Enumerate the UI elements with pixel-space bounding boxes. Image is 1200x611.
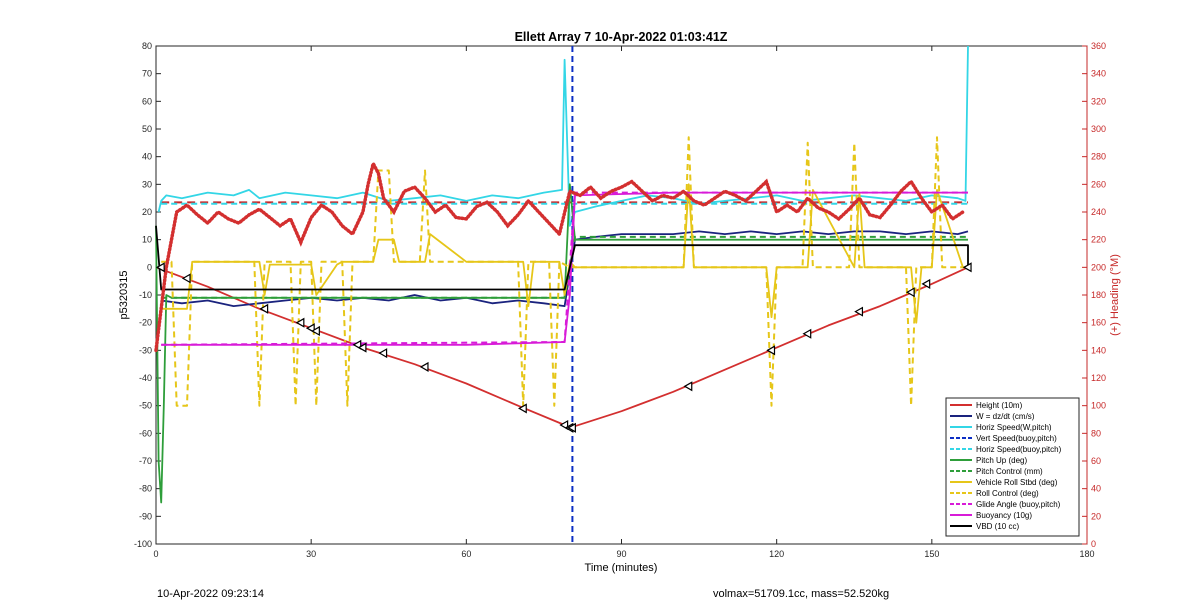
x-tick-label: 90: [616, 549, 626, 559]
y2-tick-label: 360: [1091, 41, 1106, 51]
series-heading: [154, 158, 965, 353]
height-marker: [854, 306, 864, 317]
y2-tick-label: 340: [1091, 69, 1106, 79]
plot-area: [155, 45, 1088, 545]
y-tick-label: 20: [142, 207, 152, 217]
y-tick-label: 40: [142, 152, 152, 162]
legend-label: VBD (10 cc): [976, 522, 1019, 531]
legend-label: Vert Speed(buoy,pitch): [976, 434, 1057, 443]
series-glide-angle-buoy-pitch: [161, 191, 968, 346]
legend-label: Horiz Speed(buoy,pitch): [976, 445, 1062, 454]
y-tick-label: -100: [134, 539, 152, 549]
legend-label: Roll Control (deg): [976, 489, 1039, 498]
height-marker: [802, 328, 812, 339]
y-tick-label: -70: [139, 456, 152, 466]
y2-tick-label: 120: [1091, 373, 1106, 383]
height-marker: [683, 381, 693, 392]
markers-group: [155, 262, 972, 433]
height-marker: [559, 419, 569, 431]
y-tick-label: -50: [139, 401, 152, 411]
height-marker: [352, 339, 362, 350]
legend-label: Pitch Up (deg): [976, 456, 1027, 465]
y2-tick-label: 140: [1091, 345, 1106, 355]
y2-tick-label: 240: [1091, 207, 1106, 217]
height-marker: [259, 303, 269, 314]
y2-tick-label: 260: [1091, 179, 1106, 189]
x-axis-label: Time (minutes): [585, 562, 658, 574]
legend-box: [945, 397, 1080, 537]
y2-tick-label: 280: [1091, 152, 1106, 162]
y2-tick-label: 100: [1091, 401, 1106, 411]
y-tick-label: -60: [139, 428, 152, 438]
chart-title: Ellett Array 7 10-Apr-2022 01:03:41Z: [515, 30, 728, 44]
height-marker: [378, 348, 388, 359]
height-marker: [155, 262, 165, 273]
legend-label: Buoyancy (10g): [976, 511, 1032, 520]
y-tick-label: -40: [139, 373, 152, 383]
y-tick-label: 10: [142, 235, 152, 245]
legend-label: Glide Angle (buoy,pitch): [976, 500, 1061, 509]
y-tick-label: 30: [142, 179, 152, 189]
legend-label: Height (10m): [976, 401, 1023, 410]
height-marker: [357, 342, 367, 353]
height-marker: [181, 273, 191, 284]
y-tick-label: -30: [139, 345, 152, 355]
height-marker: [295, 317, 305, 328]
legend-label: Pitch Control (mm): [976, 467, 1043, 476]
height-marker: [905, 287, 915, 298]
legend-label: Vehicle Roll Stbd (deg): [976, 478, 1058, 487]
y-tick-label: 0: [147, 262, 152, 272]
x-tick-label: 180: [1079, 549, 1094, 559]
height-marker: [921, 278, 931, 289]
height-marker: [518, 403, 527, 414]
y-tick-label: -20: [139, 318, 152, 328]
y2-tick-label: 20: [1091, 511, 1101, 521]
y2-tick-label: 180: [1091, 290, 1106, 300]
height-marker: [311, 325, 320, 337]
series-vbd-10-cc: [155, 225, 969, 291]
y2-tick-label: 160: [1091, 318, 1106, 328]
legend-label: W = dz/dt (cm/s): [976, 412, 1035, 421]
y-tick-label: 60: [142, 96, 152, 106]
y-tick-label: 70: [142, 69, 152, 79]
x-tick-label: 30: [306, 549, 316, 559]
axis-ticks: 0 30 60 90 120 150 18080706050403020100-10-20-…: [134, 41, 1106, 559]
y2-tick-label: 300: [1091, 124, 1106, 134]
y-tick-label: -10: [139, 290, 152, 300]
footer-timestamp: 10-Apr-2022 09:23:14: [157, 588, 265, 600]
y-tick-label: 50: [142, 124, 152, 134]
height-marker: [419, 361, 429, 372]
y2-tick-label: 40: [1091, 484, 1101, 494]
y-tick-label: -90: [139, 511, 152, 521]
x-tick-label: 150: [924, 549, 939, 559]
y2-tick-label: 220: [1091, 235, 1106, 245]
height-marker: [766, 345, 776, 356]
legend-label: Horiz Speed(W,pitch): [976, 423, 1052, 432]
y2-tick-label: 320: [1091, 96, 1106, 106]
series-buoyancy-10g: [161, 191, 968, 346]
x-tick-label: 60: [461, 549, 471, 559]
height-marker: [567, 422, 576, 433]
y2-tick-label: 80: [1091, 428, 1101, 438]
y2-tick-label: 0: [1091, 539, 1096, 549]
legend: Height (10m) W = dz/dt (cm/s) Horiz Speed(…: [945, 397, 1080, 537]
series-roll-control-deg: [161, 136, 968, 407]
footer-vehicle-info: volmax=51709.1cc, mass=52.520kg: [713, 588, 890, 600]
height-marker: [962, 262, 972, 273]
series-horiz-speed-w-pitch: [157, 45, 969, 227]
y-tick-label: 80: [142, 41, 152, 51]
x-tick-label: 120: [769, 549, 784, 559]
y-axis-label: p5320315: [118, 271, 130, 320]
y-tick-label: -80: [139, 484, 152, 494]
height-marker: [305, 323, 315, 334]
x-tick-label: 0: [153, 549, 158, 559]
y2-tick-label: 200: [1091, 262, 1106, 272]
series-group: [154, 45, 969, 544]
y2-axis-label: (+) Heading (°M): [1109, 254, 1121, 336]
y2-tick-label: 60: [1091, 456, 1101, 466]
